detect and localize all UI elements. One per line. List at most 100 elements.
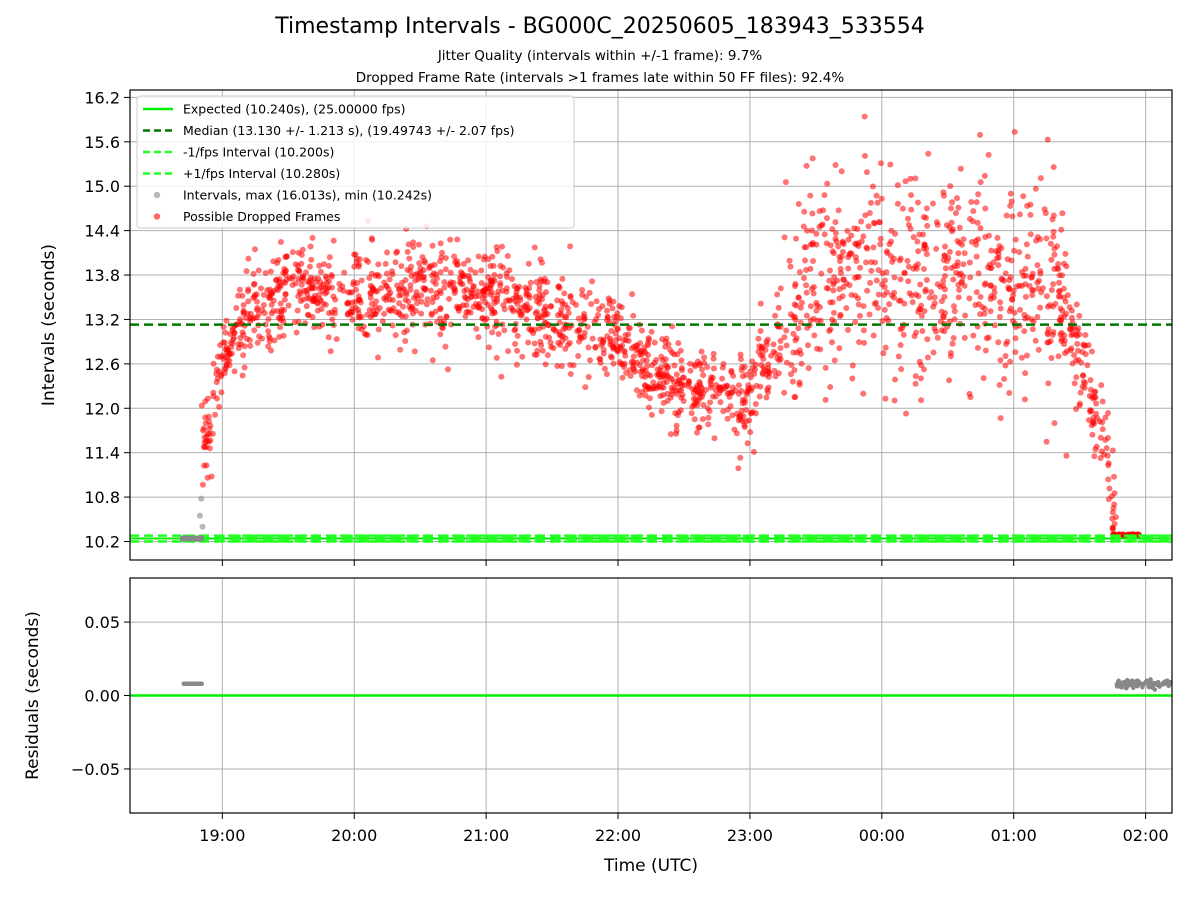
dropped-frame-point [796, 269, 803, 276]
dropped-frame-point [1055, 260, 1062, 267]
x-tick-label: 00:00 [859, 826, 905, 845]
dropped-frame-point [721, 383, 728, 390]
dropped-frame-point [307, 243, 314, 250]
dropped-frame-point [526, 285, 533, 292]
dropped-frame-point [519, 353, 526, 360]
dropped-frame-point [459, 270, 466, 277]
dropped-frame-point [1021, 328, 1028, 335]
dropped-frame-point [881, 284, 888, 291]
dropped-frame-point [607, 353, 614, 360]
dropped-frame-point [420, 273, 427, 280]
dropped-frame-point [772, 312, 779, 319]
dropped-frame-point [671, 362, 678, 369]
dropped-frame-point [747, 429, 754, 436]
dropped-frame-point [416, 260, 423, 267]
dropped-frame-point [256, 310, 263, 317]
dropped-frame-point [994, 234, 1001, 241]
dropped-frame-point [333, 336, 340, 343]
dropped-frame-point [442, 343, 449, 350]
dropped-frame-point [222, 365, 229, 372]
dropped-frame-point [1103, 445, 1110, 452]
dropped-frame-point [213, 379, 220, 386]
dropped-frame-point [931, 300, 938, 307]
dropped-frame-point [923, 245, 930, 252]
dropped-frame-point [864, 287, 871, 294]
x-tick-label: 23:00 [727, 826, 773, 845]
dropped-frame-point [557, 332, 564, 339]
dropped-frame-point [970, 332, 977, 339]
dropped-frame-point [609, 305, 616, 312]
dropped-frame-point [616, 335, 623, 342]
residuals-plot: 0.05 0.00 −0.05 19:00 20:00 21:00 22:00 23:00 00… [23, 577, 1173, 876]
dropped-frame-point [444, 366, 451, 373]
dropped-frame-point [830, 279, 837, 286]
dropped-frame-point [317, 268, 324, 275]
dropped-frame-point [460, 302, 467, 309]
dropped-frame-point [1074, 340, 1081, 347]
dropped-frame-point [626, 325, 633, 332]
dropped-frame-point [856, 339, 863, 346]
dropped-frame-point [808, 285, 815, 292]
dropped-frame-point [888, 227, 895, 234]
x-tick-label: 19:00 [199, 826, 245, 845]
dropped-frame-point [938, 308, 945, 315]
dropped-frame-point [973, 253, 980, 260]
dropped-frame-point [1082, 342, 1089, 349]
dropped-frame-point [460, 260, 467, 267]
dropped-frame-point [512, 340, 519, 347]
dropped-frame-point [831, 357, 838, 364]
dropped-frame-point [852, 274, 859, 281]
dropped-frame-point [466, 275, 473, 282]
dropped-frame-point [1063, 452, 1070, 459]
dropped-frame-point [281, 296, 288, 303]
dropped-frame-point [905, 278, 912, 285]
dropped-frame-point [410, 243, 417, 250]
dropped-frame-point [691, 400, 698, 407]
dropped-frame-point [977, 131, 984, 138]
dropped-frame-point [1022, 370, 1029, 377]
dropped-frame-point [821, 192, 828, 199]
dropped-frame-point [265, 333, 272, 340]
dropped-frame-point [852, 254, 859, 261]
dropped-frame-point [1044, 339, 1051, 346]
dropped-frame-point [1099, 419, 1106, 426]
dropped-frame-point [810, 257, 817, 264]
dropped-frame-point [801, 257, 808, 264]
dropped-frame-point [826, 277, 833, 284]
dropped-frame-point [940, 277, 947, 284]
dropped-frame-point [691, 390, 698, 397]
dropped-frame-point [679, 374, 686, 381]
dropped-frame-point [475, 253, 482, 260]
dropped-frame-point [845, 265, 852, 272]
dropped-frame-point [345, 289, 352, 296]
dropped-frame-point [946, 248, 953, 255]
dropped-frame-point [1004, 338, 1011, 345]
dropped-frame-point [675, 340, 682, 347]
dropped-frame-point [747, 374, 754, 381]
dropped-frame-point [660, 384, 667, 391]
residual-point [1152, 680, 1157, 686]
time-x-axis: 19:00 20:00 21:00 22:00 23:00 00:00 01:00 02:00 [199, 813, 1169, 845]
dropped-frame-point [949, 340, 956, 347]
dropped-frame-point [341, 269, 348, 276]
dropped-frame-point [956, 224, 963, 231]
dropped-frame-point [923, 251, 930, 258]
dropped-frame-point [404, 248, 411, 255]
dropped-frame-point [803, 282, 810, 289]
dropped-frame-point [448, 321, 455, 328]
dropped-frame-point [947, 183, 954, 190]
dropped-frame-point [499, 243, 506, 250]
dropped-frame-point [966, 259, 973, 266]
dropped-frame-point [980, 375, 987, 382]
dropped-frame-point [678, 364, 685, 371]
dropped-frame-point [909, 299, 916, 306]
dropped-frame-point [257, 285, 264, 292]
dropped-frame-point [636, 362, 643, 369]
dropped-frame-point [813, 230, 820, 237]
dropped-frame-point [757, 327, 764, 334]
residual-point [181, 681, 187, 686]
dropped-frame-point [707, 378, 714, 385]
dropped-frame-point [306, 295, 313, 302]
dropped-frame-point [358, 277, 365, 284]
dropped-frame-point [369, 311, 376, 318]
